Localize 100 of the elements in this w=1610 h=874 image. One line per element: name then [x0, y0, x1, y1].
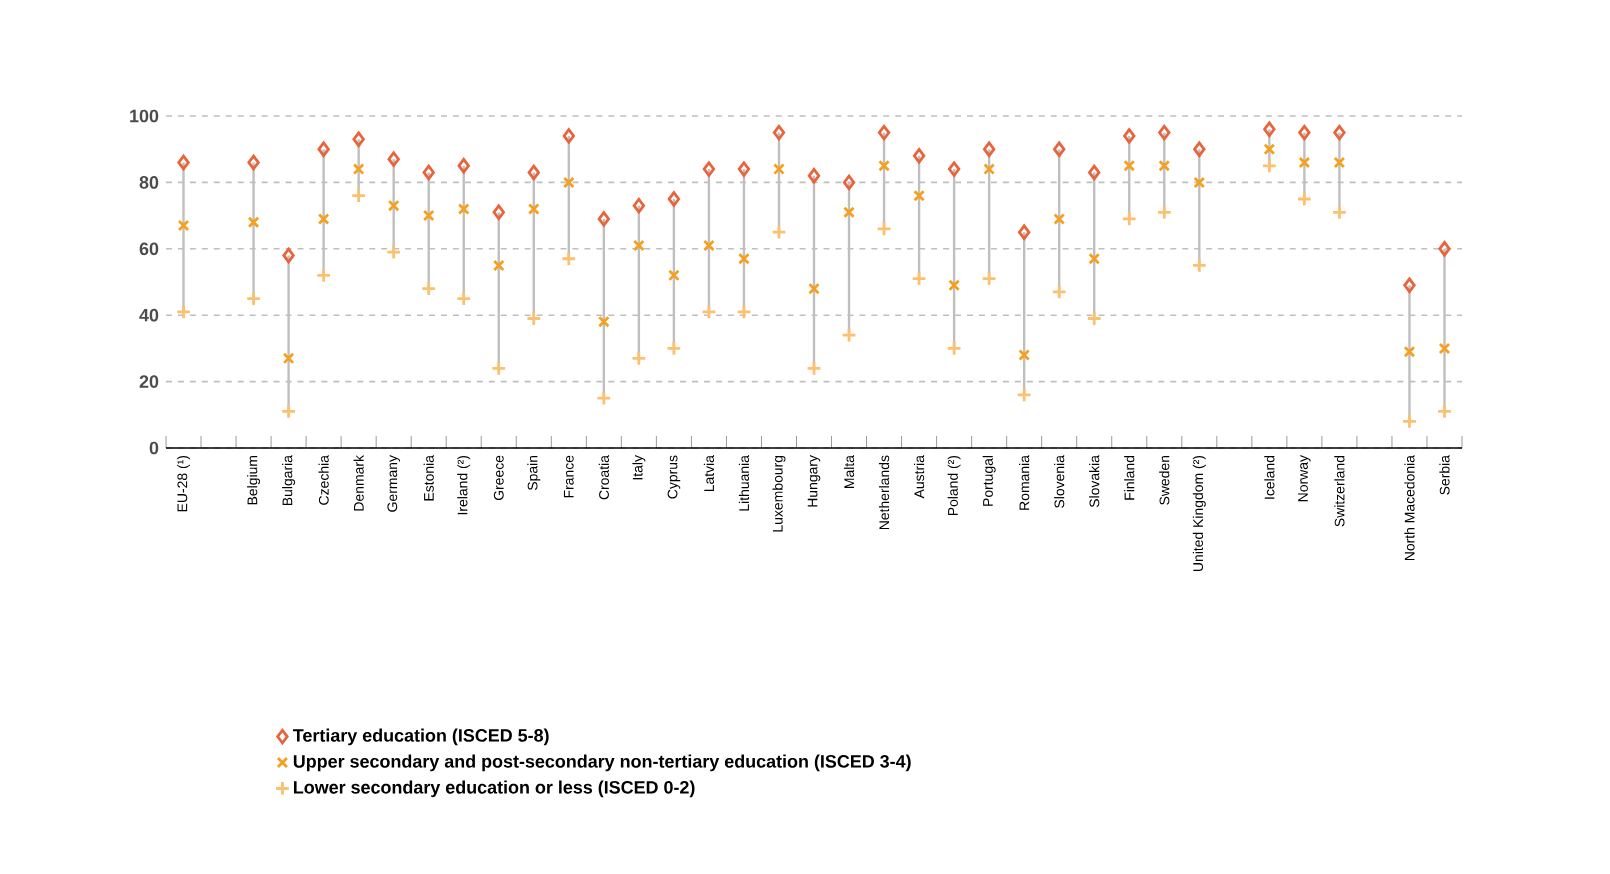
- point: [1123, 128, 1136, 144]
- point: [177, 154, 190, 171]
- point: [771, 224, 787, 240]
- point: [317, 213, 330, 225]
- point: [561, 250, 577, 267]
- point: [808, 282, 820, 295]
- point: [350, 187, 367, 204]
- point: [1298, 156, 1311, 169]
- point: [738, 252, 750, 265]
- point: [457, 158, 470, 174]
- point: [280, 403, 297, 420]
- point: [736, 304, 752, 320]
- point: [912, 148, 926, 164]
- point: [667, 269, 680, 282]
- point: [175, 304, 192, 320]
- point: [420, 280, 437, 297]
- point: [1156, 204, 1173, 221]
- point: [1191, 257, 1208, 274]
- point: [1053, 213, 1066, 225]
- point: [385, 244, 402, 260]
- point: [981, 270, 997, 287]
- point: [562, 176, 575, 189]
- point: [632, 197, 646, 214]
- point: [877, 124, 891, 141]
- legend-label: Tertiary education (ISCED 5-8): [292, 728, 549, 746]
- point: [1403, 277, 1416, 294]
- point: [1016, 387, 1032, 403]
- point: [352, 131, 365, 148]
- y-tick-label: 40: [139, 308, 159, 322]
- point: [1261, 158, 1278, 174]
- y-tick-label: 60: [139, 242, 159, 256]
- point: [1193, 176, 1206, 189]
- point: [282, 352, 295, 365]
- point: [1401, 413, 1418, 430]
- point: [773, 163, 785, 176]
- point: [948, 279, 961, 292]
- point: [876, 221, 892, 237]
- point: [946, 340, 962, 357]
- point: [490, 360, 507, 377]
- point: [631, 350, 647, 367]
- legend-label: Upper secondary and post-secondary non-tertiary education (ISCED 3-4): [293, 754, 911, 772]
- point: [1086, 310, 1102, 327]
- point: [492, 259, 505, 272]
- point: [772, 124, 786, 141]
- point: [1438, 342, 1451, 355]
- point: [878, 159, 890, 172]
- point: [1018, 349, 1031, 361]
- point: [983, 163, 996, 176]
- point: [666, 340, 682, 357]
- point: [1017, 224, 1031, 240]
- point: [1403, 345, 1416, 358]
- point: [527, 164, 540, 181]
- point: [1296, 191, 1313, 207]
- point: [1298, 124, 1311, 141]
- point: [841, 327, 857, 343]
- y-tick-label: 80: [139, 176, 159, 189]
- point: [806, 360, 822, 377]
- point: [1088, 164, 1101, 181]
- point: [597, 315, 610, 328]
- point: [1333, 156, 1346, 169]
- y-tick-label: 20: [139, 375, 159, 388]
- point: [702, 161, 716, 177]
- point: [455, 290, 472, 307]
- point: [667, 191, 681, 207]
- point: [911, 270, 927, 287]
- point: [1123, 159, 1136, 172]
- point: [492, 204, 505, 221]
- point: [597, 211, 611, 227]
- point: [1438, 241, 1451, 257]
- point: [1331, 204, 1348, 221]
- point: [245, 290, 262, 307]
- point: [1158, 124, 1171, 141]
- point: [422, 209, 435, 222]
- point: [843, 206, 855, 219]
- point: [913, 189, 925, 202]
- point: [632, 239, 645, 252]
- point: [247, 216, 260, 229]
- point: [1263, 143, 1276, 156]
- y-tick-label: 100: [130, 109, 159, 123]
- point: [457, 203, 470, 215]
- point: [947, 161, 961, 177]
- point: [807, 167, 821, 184]
- point: [247, 154, 260, 171]
- point: [315, 267, 332, 284]
- point: [982, 141, 996, 157]
- point: [737, 161, 751, 177]
- point: [703, 239, 715, 252]
- point: [1193, 141, 1206, 157]
- point: [1088, 252, 1101, 265]
- point: [1263, 121, 1276, 138]
- point: [317, 141, 330, 157]
- point: [1436, 403, 1453, 420]
- point: [282, 247, 295, 264]
- point: [527, 203, 540, 215]
- legend-label: Lower secondary education or less (ISCED 0-2): [293, 780, 695, 798]
- point: [596, 390, 612, 406]
- point: [1333, 124, 1346, 141]
- point: [177, 219, 190, 232]
- point: [387, 151, 400, 167]
- point: [352, 163, 365, 176]
